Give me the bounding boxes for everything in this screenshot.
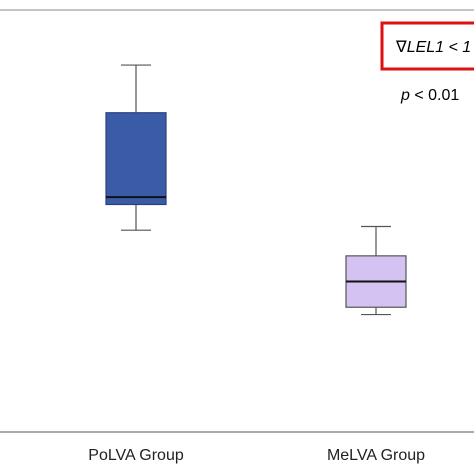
annotation-red-box — [380, 21, 474, 71]
category-labels: PoLVA Group MeLVA Group — [88, 447, 425, 464]
p-value-label: p < 0.01 — [400, 87, 459, 104]
box-polva-group — [105, 64, 167, 231]
box-group-container — [105, 64, 407, 316]
annotation-group: ∇LEL1 < 1 p < 0.01 — [380, 21, 474, 104]
box-iqr — [105, 112, 167, 206]
annotation-boxed-text: ∇LEL1 < 1 — [395, 39, 471, 56]
p-value-rest: < 0.01 — [410, 87, 459, 104]
p-symbol: p — [400, 87, 410, 104]
category-label-melva-group: MeLVA Group — [327, 447, 425, 464]
category-label-polva-group: PoLVA Group — [88, 447, 184, 464]
box-melva-group — [345, 225, 407, 316]
